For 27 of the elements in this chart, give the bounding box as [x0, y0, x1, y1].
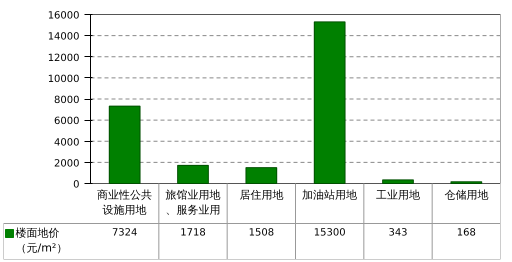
- bar: [177, 164, 209, 184]
- bar: [108, 106, 141, 184]
- data-label: 343: [388, 228, 408, 238]
- y-tick-label: 8000: [54, 95, 80, 106]
- x-tick-label: 工业用地: [376, 188, 420, 202]
- bar: [245, 167, 278, 184]
- y-tick-label: 14000: [48, 32, 80, 43]
- y-tick-label: 10000: [48, 74, 80, 85]
- y-tick-label: 2000: [54, 158, 80, 170]
- data-label: 15300: [314, 228, 346, 238]
- x-tick-label: 仓储用地: [444, 188, 488, 202]
- x-tick-label: 商业性公共设施用地: [97, 188, 152, 216]
- legend-label: 楼面地价（元/m²）: [16, 226, 68, 254]
- y-tick-label: 16000: [48, 10, 80, 22]
- data-label: 7324: [112, 228, 138, 238]
- y-tick-label: 6000: [54, 116, 80, 128]
- data-label: 1508: [248, 228, 274, 238]
- y-tick-label: 4000: [54, 137, 80, 148]
- bar: [314, 21, 346, 184]
- bar: [382, 179, 414, 184]
- x-tick-label: 加油站用地: [302, 188, 358, 202]
- data-label: 1718: [180, 228, 206, 238]
- y-tick-label: 0: [73, 180, 80, 190]
- x-tick-label: 居住用地: [239, 188, 284, 202]
- y-tick-label: 12000: [48, 52, 80, 64]
- x-tick-label: 旅馆业用地、服务业用: [166, 188, 220, 216]
- data-label: 168: [456, 228, 476, 238]
